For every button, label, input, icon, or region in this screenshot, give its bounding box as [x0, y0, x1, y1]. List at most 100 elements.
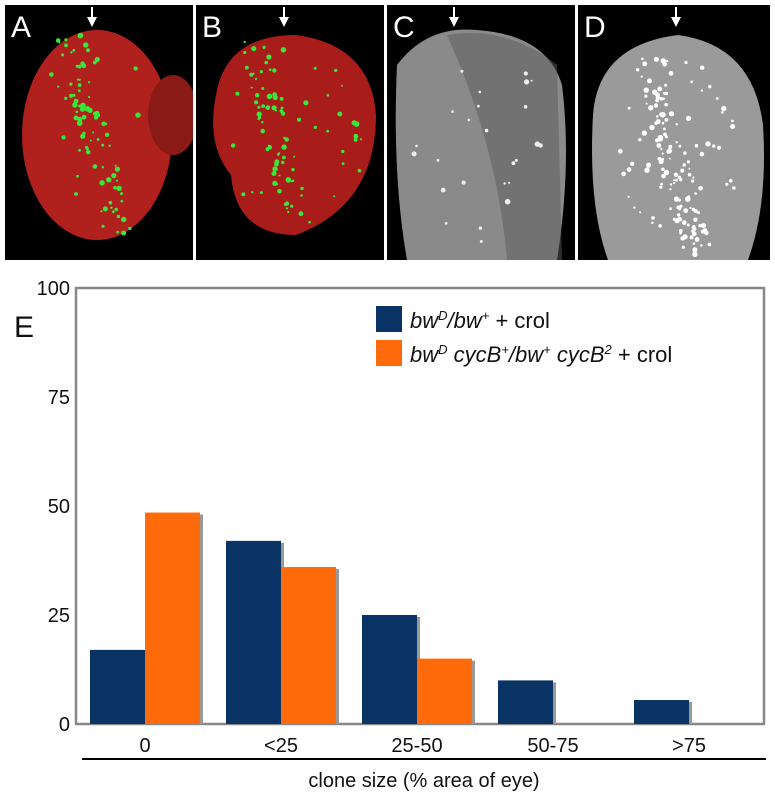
fluorescent-spot	[686, 223, 690, 227]
bar-series-1-4	[634, 700, 689, 724]
fluorescent-spot	[70, 51, 73, 54]
legend-swatch-series-1	[376, 306, 402, 332]
fluorescent-spot	[688, 167, 691, 170]
fluorescent-spot	[626, 167, 632, 172]
fluorescent-spot	[484, 128, 489, 133]
fluorescent-spot	[661, 152, 664, 155]
fluorescent-spot	[313, 66, 317, 70]
fluorescent-spot	[272, 68, 277, 73]
fluorescent-spot	[235, 91, 240, 96]
fluorescent-spot	[659, 97, 664, 101]
fluorescent-spot	[114, 207, 118, 212]
fluorescent-spot	[57, 85, 60, 88]
fluorescent-spot	[75, 110, 79, 114]
fluorescent-spot	[729, 179, 733, 183]
fluorescent-spot	[353, 121, 360, 127]
fluorescent-spot	[666, 59, 669, 63]
panel-c-image	[395, 7, 566, 260]
legend-label-series-2: bwD cycB+/bw+ cycB2 + crol	[410, 342, 672, 367]
fluorescent-spot	[96, 138, 100, 141]
fluorescent-spot	[69, 93, 74, 98]
fluorescent-spot	[281, 144, 287, 150]
panel-b-image	[213, 7, 376, 235]
fluorescent-spot	[652, 89, 658, 95]
fluorescent-spot	[244, 65, 249, 70]
fluorescent-spot	[110, 206, 113, 209]
fluorescent-spot	[77, 32, 84, 39]
fluorescent-spot	[280, 47, 287, 53]
fluorescent-spot	[300, 186, 304, 191]
y-tick-label: 75	[48, 387, 70, 409]
fluorescent-spot	[94, 110, 100, 116]
fluorescent-spot	[104, 132, 110, 137]
fluorescent-spot	[657, 86, 663, 92]
fluorescent-spot	[334, 68, 338, 73]
panel-a-image	[22, 7, 193, 240]
fluorescent-spot	[663, 91, 667, 95]
fluorescent-spot	[687, 172, 692, 177]
fluorescent-spot	[281, 160, 285, 165]
fluorescent-spot	[257, 117, 260, 121]
fluorescent-spot	[265, 147, 270, 152]
fluorescent-spot	[99, 180, 105, 186]
fluorescent-spot	[287, 210, 290, 214]
fluorescent-spot	[717, 145, 722, 150]
fluorescent-spot	[266, 93, 273, 100]
fluorescent-spot	[49, 72, 54, 77]
fluorescent-spot	[651, 221, 654, 225]
fluorescent-spot	[75, 64, 79, 68]
legend: bwD/bw+ + crol bwD cycB+/bw+ cycB2 + cro…	[376, 306, 672, 367]
fluorescent-spot	[61, 135, 66, 140]
fluorescent-spot	[250, 86, 253, 89]
fluorescent-spot	[654, 121, 658, 125]
fluorescent-spot	[682, 234, 688, 240]
fluorescent-spot	[700, 244, 703, 247]
fluorescent-spot	[699, 151, 705, 157]
fluorescent-spot	[660, 182, 663, 186]
fluorescent-spot	[101, 143, 105, 147]
fluorescent-spot	[440, 187, 446, 193]
fluorescent-spot	[669, 188, 672, 191]
fluorescent-spot	[353, 133, 359, 139]
panel-letter: B	[202, 11, 223, 44]
fluorescent-spot	[262, 45, 266, 50]
fluorescent-spot	[106, 177, 112, 183]
fluorescent-spot	[94, 56, 100, 63]
fluorescent-spot	[114, 166, 120, 172]
x-tick-label: 50-75	[527, 735, 578, 757]
fluorescent-spot	[111, 210, 115, 214]
panel-letter: A	[11, 11, 32, 44]
fluorescent-spot	[278, 174, 281, 177]
bar-series-2-2	[417, 658, 472, 724]
fluorescent-spot	[84, 106, 91, 112]
panel-letter-e: E	[14, 311, 34, 344]
fluorescent-spot	[101, 121, 106, 127]
fluorescent-spot	[675, 178, 678, 182]
fluorescent-spot	[285, 177, 292, 183]
legend-label-series-1: bwD/bw+ + crol	[410, 308, 550, 333]
fluorescent-spot	[660, 138, 663, 141]
fluorescent-spot	[135, 112, 141, 118]
fluorescent-spot	[692, 231, 697, 237]
fluorescent-spot	[415, 144, 418, 148]
fluorescent-spot	[85, 149, 91, 155]
fluorescent-spot	[121, 230, 127, 236]
fluorescent-spot	[644, 167, 650, 173]
bar-series-1-0	[90, 649, 145, 724]
fluorescent-spot	[686, 160, 690, 164]
bar-series-2-1	[281, 567, 336, 724]
x-tick-label: <25	[264, 735, 298, 757]
fluorescent-spot	[261, 121, 264, 124]
fluorescent-spot	[690, 80, 694, 84]
fluorescent-spot	[672, 217, 676, 221]
fluorescent-spot	[694, 192, 697, 195]
fluorescent-spot	[689, 235, 694, 240]
fluorescent-spot	[64, 43, 68, 48]
fluorescent-spot	[672, 181, 676, 185]
fluorescent-spot	[72, 48, 76, 52]
fluorescent-spot	[87, 81, 91, 84]
fluorescent-spot	[693, 217, 698, 222]
fluorescent-spot	[653, 103, 659, 108]
fluorescent-spot	[673, 172, 679, 177]
fluorescent-spot	[108, 200, 113, 205]
